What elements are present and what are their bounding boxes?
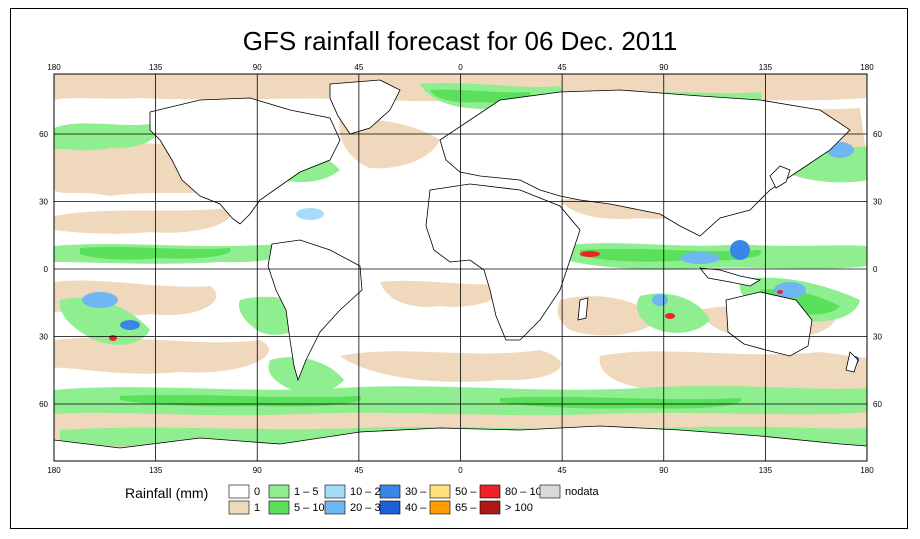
legend-label: 1 [254, 502, 260, 514]
lon-tick-label-top: 90 [253, 63, 262, 72]
legend-label: > 100 [505, 502, 533, 514]
lon-tick-label-bottom: 45 [558, 466, 567, 475]
graticule [54, 74, 867, 461]
madagascar [577, 297, 589, 321]
legend-swatch [479, 500, 501, 515]
south-america [267, 239, 363, 382]
lon-tick-label-top: 0 [458, 63, 463, 72]
map-body [54, 74, 867, 461]
japan [769, 165, 791, 189]
legend-swatch [228, 500, 250, 515]
lon-tick-label-top: 180 [47, 63, 61, 72]
lon-tick-label-top: 45 [558, 63, 567, 72]
legend-label: 1 – 5 [294, 486, 318, 498]
lat-tick-label-left: 60 [39, 400, 48, 409]
legend-label: 80 – 100 [505, 486, 548, 498]
map-border [53, 73, 868, 462]
legend-swatch [324, 500, 346, 515]
lon-tick-label-bottom: 180 [860, 466, 874, 475]
lon-tick-label-top: 45 [354, 63, 363, 72]
legend-title: Rainfall (mm) [125, 485, 208, 501]
new-zealand [845, 351, 859, 373]
lat-tick-label-right: 60 [873, 130, 882, 139]
figure-frame [10, 8, 908, 529]
legend-swatch [268, 500, 290, 515]
lon-tick-label-bottom: 135 [149, 466, 163, 475]
lat-tick-label-right: 0 [873, 265, 878, 274]
lat-tick-label-left: 30 [39, 198, 48, 207]
lon-tick-label-bottom: 90 [253, 466, 262, 475]
lat-tick-label-left: 60 [39, 130, 48, 139]
legend-swatch [429, 500, 451, 515]
legend-swatch [379, 484, 401, 499]
australia [725, 291, 813, 357]
north-america [149, 97, 341, 225]
legend-label: 10 – 20 [350, 486, 387, 498]
lat-tick-label-right: 60 [873, 400, 882, 409]
lon-tick-label-bottom: 45 [354, 466, 363, 475]
lon-tick-label-bottom: 90 [659, 466, 668, 475]
legend-label: 0 [254, 486, 260, 498]
legend-swatch [379, 500, 401, 515]
legend-label: nodata [565, 486, 600, 498]
legend-swatch [268, 484, 290, 499]
lon-tick-label-top: 135 [759, 63, 773, 72]
legend-swatch [429, 484, 451, 499]
page-title: GFS rainfall forecast for 06 Dec. 2011 [242, 26, 678, 56]
legend-swatch [539, 484, 561, 499]
legend-swatch [228, 484, 250, 499]
legend-label: 20 – 30 [350, 502, 387, 514]
lon-tick-label-top: 135 [149, 63, 163, 72]
legend-swatch [479, 484, 501, 499]
lon-tick-label-bottom: 0 [458, 466, 463, 475]
indonesia [699, 267, 762, 287]
greenland [329, 79, 401, 135]
lat-tick-label-right: 30 [873, 333, 882, 342]
lat-tick-label-left: 0 [44, 265, 49, 274]
lat-tick-label-right: 30 [873, 198, 882, 207]
axis-ticks: 180 180 135 135 90 90 45 45 0 0 45 45 90 90 135 135 180 1… [39, 63, 882, 475]
eurasia [439, 89, 851, 237]
lon-tick-label-top: 90 [659, 63, 668, 72]
legend-label: 5 – 10 [294, 502, 325, 514]
lat-tick-label-left: 30 [39, 333, 48, 342]
africa [425, 183, 581, 341]
lon-tick-label-top: 180 [860, 63, 874, 72]
lon-tick-label-bottom: 180 [47, 466, 61, 475]
lon-tick-label-bottom: 135 [759, 466, 773, 475]
legend-swatch [324, 484, 346, 499]
